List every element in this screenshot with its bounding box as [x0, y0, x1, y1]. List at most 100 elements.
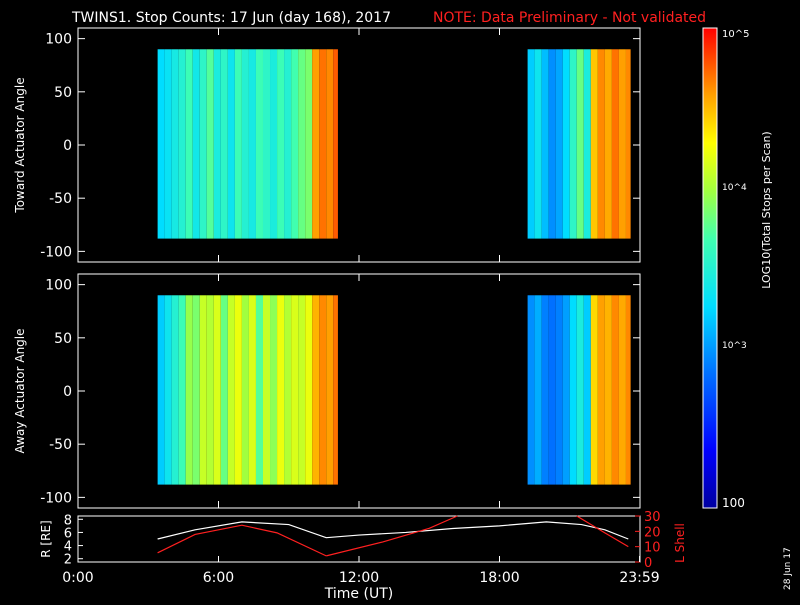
away-column: [171, 295, 179, 485]
away-column: [583, 295, 591, 485]
orbit-right-tick-label: 20: [644, 525, 661, 540]
away-column: [319, 295, 327, 485]
toward-column: [291, 49, 299, 239]
colorbar-tick-bottom: 100: [722, 496, 745, 510]
toward-column: [284, 49, 292, 239]
away-column: [604, 295, 612, 485]
away-column: [277, 295, 285, 485]
away-column: [312, 295, 320, 485]
orbit-right-tick-label: 30: [644, 510, 661, 525]
away-column: [199, 295, 207, 485]
away-ytick-label: 50: [54, 331, 72, 347]
colorbar-tick-lower: 10^3: [722, 341, 747, 351]
toward-column: [157, 49, 165, 239]
toward-column: [569, 49, 577, 239]
toward-column: [199, 49, 207, 239]
away-column: [185, 295, 193, 485]
away-column: [262, 295, 271, 485]
away-ytick-label: 0: [63, 384, 72, 400]
away-ytick-label: -100: [40, 490, 72, 506]
toward-column: [234, 49, 242, 239]
orbit-left-tick-label: 2: [64, 553, 72, 568]
preliminary-note: NOTE: Data Preliminary - Not validated: [433, 10, 706, 26]
toward-column: [277, 49, 285, 239]
orbit-left-tick-label: 6: [64, 526, 72, 541]
toward-column: [206, 49, 214, 239]
orbit-left-tick-label: 4: [64, 540, 72, 555]
away-column: [333, 295, 338, 485]
toward-column: [241, 49, 249, 239]
toward-column: [562, 49, 570, 239]
colorbar-label: LOG10(Total Stops per Scan): [760, 131, 773, 288]
away-column: [192, 295, 200, 485]
toward-column: [270, 49, 278, 239]
toward-column: [319, 49, 327, 239]
toward-column: [333, 49, 338, 239]
away-column: [298, 295, 306, 485]
toward-ytick-label: 0: [63, 138, 72, 154]
away-column: [326, 295, 334, 485]
toward-column: [305, 49, 313, 239]
toward-column: [541, 49, 549, 239]
toward-column: [192, 49, 200, 239]
away-column: [590, 295, 598, 485]
time-axis-tick-label: 23:59: [619, 570, 659, 586]
away-ylabel: Away Actuator Angle: [13, 328, 27, 453]
away-column: [541, 295, 549, 485]
toward-column: [298, 49, 306, 239]
toward-ytick-label: 100: [45, 32, 72, 48]
l-shell-line: [326, 515, 458, 557]
toward-column: [312, 49, 320, 239]
toward-column: [171, 49, 179, 239]
toward-column: [590, 49, 598, 239]
away-column: [548, 295, 556, 485]
away-column: [270, 295, 278, 485]
toward-column: [597, 49, 605, 239]
toward-column: [255, 49, 263, 239]
r-distance-line: [157, 521, 629, 540]
toward-column: [220, 49, 228, 239]
time-axis-tick-label: 18:00: [479, 570, 519, 586]
toward-column: [164, 49, 172, 239]
away-column: [206, 295, 214, 485]
toward-column: [611, 49, 619, 239]
toward-ytick-label: 50: [54, 85, 72, 101]
toward-ytick-label: -100: [40, 244, 72, 260]
footer-date: 28 Jun 17: [783, 547, 793, 590]
toward-column: [618, 49, 626, 239]
away-column: [597, 295, 605, 485]
toward-ylabel: Toward Actuator Angle: [13, 77, 27, 213]
toward-column: [604, 49, 612, 239]
away-column: [555, 295, 563, 485]
toward-column: [527, 49, 535, 239]
toward-column: [227, 49, 235, 239]
away-column: [220, 295, 228, 485]
away-column: [569, 295, 577, 485]
colorbar: 10^5 10^4 10^3 100 LOG10(Total Stops per…: [702, 27, 773, 510]
away-column: [625, 295, 631, 485]
away-column: [291, 295, 299, 485]
toward-column: [548, 49, 556, 239]
orbit-right-label: L Shell: [673, 523, 687, 563]
away-column: [618, 295, 626, 485]
colorbar-scale: [702, 27, 718, 509]
toward-column: [555, 49, 563, 239]
toward-column: [262, 49, 271, 239]
toward-ytick-label: -50: [49, 191, 72, 207]
toward-column: [213, 49, 221, 239]
orbit-left-label: R [RE]: [39, 520, 53, 557]
away-column: [157, 295, 165, 485]
toward-column: [248, 49, 256, 239]
orbit-right-tick-label: 10: [644, 541, 661, 556]
chart-title: TWINS1. Stop Counts: 17 Jun (day 168), 2…: [71, 10, 391, 26]
away-column: [234, 295, 242, 485]
away-column: [611, 295, 619, 485]
time-axis-tick-label: 0:00: [62, 570, 93, 586]
colorbar-tick-top: 10^5: [722, 29, 749, 40]
time-axis-tick-label: 12:00: [339, 570, 379, 586]
l-shell-line: [157, 524, 327, 557]
l-shell-line: [576, 515, 629, 548]
toward-column: [326, 49, 334, 239]
away-column: [227, 295, 235, 485]
